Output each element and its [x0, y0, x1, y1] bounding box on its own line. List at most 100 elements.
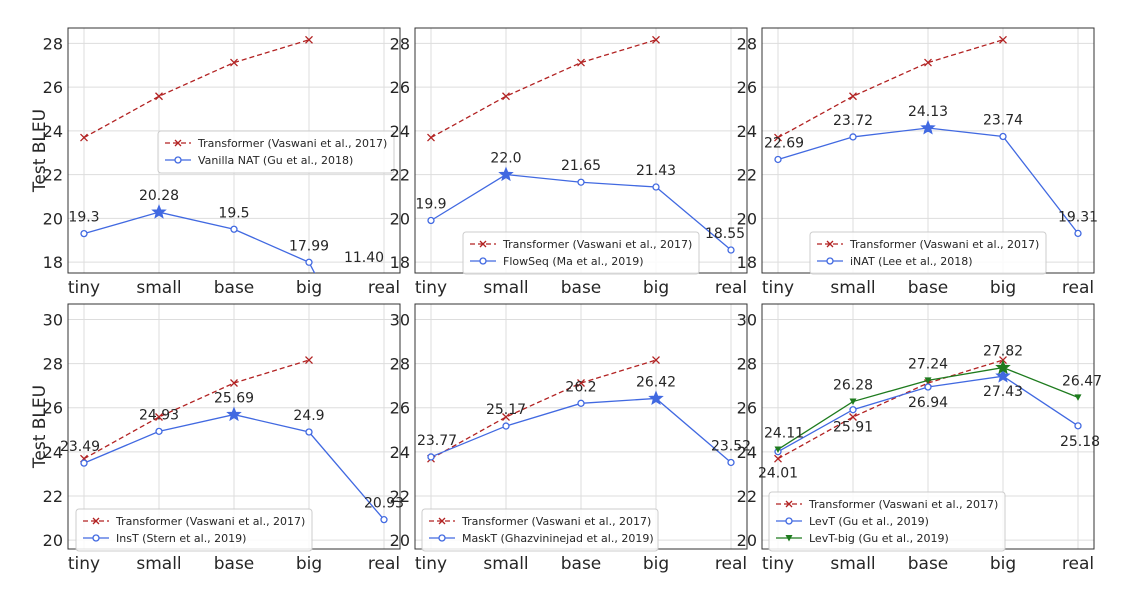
x-marker [305, 356, 313, 365]
legend-marker [438, 534, 446, 542]
y-tick-label: 18 [737, 253, 757, 272]
point-marker [849, 133, 857, 141]
point-marker [502, 422, 510, 430]
y-tick-label: 26 [43, 399, 63, 418]
legend-marker [174, 156, 182, 164]
data-label: 23.74 [983, 113, 1023, 129]
data-label: 26.42 [636, 374, 676, 390]
x-marker [652, 356, 660, 365]
x-tick-label: tiny [415, 554, 447, 574]
legend-box [75, 508, 313, 552]
legend-box [462, 231, 700, 275]
legend-label: Transformer (Vaswani et al., 2017) [808, 498, 998, 511]
data-label: 19.9 [415, 197, 446, 213]
data-label: 24.9 [293, 408, 324, 424]
legend-label: iNAT (Lee et al., 2018) [850, 255, 973, 268]
y-tick-label: 28 [390, 34, 410, 53]
legend-label: LevT-big (Gu et al., 2019) [809, 532, 949, 545]
x-tick-label: small [136, 278, 181, 298]
triangle-marker [1074, 394, 1082, 401]
y-tick-label: 28 [43, 355, 63, 374]
y-tick-label: 28 [390, 355, 410, 374]
x-tick-label: tiny [762, 278, 794, 298]
point-marker [774, 155, 782, 164]
plot-area [427, 35, 735, 254]
data-label: 17.99 [289, 238, 329, 254]
x-marker [427, 133, 435, 142]
y-tick-label: 20 [737, 531, 757, 550]
y-tick-label: 22 [737, 487, 757, 506]
legend: Transformer (Vaswani et al., 2017) MaskT … [421, 508, 659, 552]
legend-label: Transformer (Vaswani et al., 2017) [849, 238, 1039, 251]
chart-panel-1: tiny small base big real 18 20 22 24 26 28 Test BLE… [30, 27, 401, 298]
star-marker [995, 359, 1011, 375]
x-marker [999, 35, 1007, 44]
point-marker [427, 216, 435, 225]
x-tick-label: small [830, 278, 875, 298]
y-tick-label: 30 [737, 310, 757, 329]
legend-label: Vanilla NAT (Gu et al., 2018) [198, 154, 353, 167]
point-marker [230, 225, 238, 233]
y-tick-label: 18 [43, 253, 63, 272]
data-label: 24.13 [908, 104, 948, 120]
legend-marker [826, 240, 834, 248]
star-marker [995, 368, 1011, 383]
legend-label: FlowSeq (Ma et al., 2019) [503, 255, 644, 268]
legend-box [421, 508, 659, 552]
data-label: 11.40 [344, 250, 384, 266]
point-marker [305, 428, 313, 436]
y-tick-label: 28 [43, 34, 63, 53]
legend: Transformer (Vaswani et al., 2017) InsT (… [75, 508, 313, 552]
y-tick-label: 24 [390, 122, 410, 141]
data-label: 24.01 [758, 466, 798, 482]
point-marker [1074, 422, 1082, 430]
data-label: 24.93 [139, 407, 179, 423]
star-marker [498, 166, 514, 182]
y-tick-label: 20 [43, 209, 63, 228]
data-label: 23.52 [711, 438, 751, 454]
point-marker [577, 178, 585, 186]
star-marker [151, 204, 167, 219]
x-marker [652, 35, 660, 44]
y-tick-label: 24 [737, 122, 757, 141]
x-tick-label: base [908, 554, 949, 574]
data-label: 25.91 [833, 420, 873, 436]
x-tick-label: big [296, 554, 322, 574]
data-label: 27.82 [983, 344, 1023, 360]
y-tick-label: 30 [43, 310, 63, 329]
legend-marker [785, 500, 793, 508]
legend: Transformer (Vaswani et al., 2017) Vanill… [157, 130, 395, 174]
x-marker [774, 133, 782, 142]
point-marker [155, 427, 163, 436]
series-line [777, 39, 1004, 139]
data-label: 25.18 [1060, 434, 1100, 450]
legend-label: LevT (Gu et al., 2019) [809, 515, 929, 528]
data-label: 21.43 [636, 163, 676, 179]
x-marker [849, 413, 857, 421]
legend-marker [479, 240, 487, 248]
legend-marker [92, 534, 100, 542]
point-marker [652, 183, 660, 191]
data-label: 20.28 [139, 188, 179, 204]
x-marker [230, 58, 238, 67]
plot-area [80, 35, 316, 273]
triangle-marker [774, 446, 782, 453]
data-label: 23.77 [417, 433, 457, 449]
x-marker [155, 92, 163, 101]
y-tick-label: 20 [390, 209, 410, 228]
x-marker [577, 379, 585, 387]
x-tick-label: tiny [762, 554, 794, 574]
triangle-marker [924, 377, 932, 384]
x-tick-label: real [1062, 278, 1094, 298]
data-label: 27.43 [983, 384, 1023, 400]
x-tick-label: base [561, 278, 602, 298]
x-tick-label: big [643, 554, 669, 574]
y-tick-label: 22 [737, 166, 757, 185]
y-tick-label: 30 [390, 310, 410, 329]
x-tick-label: big [296, 278, 322, 298]
data-label: 26.28 [833, 378, 873, 394]
point-marker [727, 246, 735, 254]
y-tick-label: 26 [737, 399, 757, 418]
x-tick-label: tiny [68, 278, 100, 298]
